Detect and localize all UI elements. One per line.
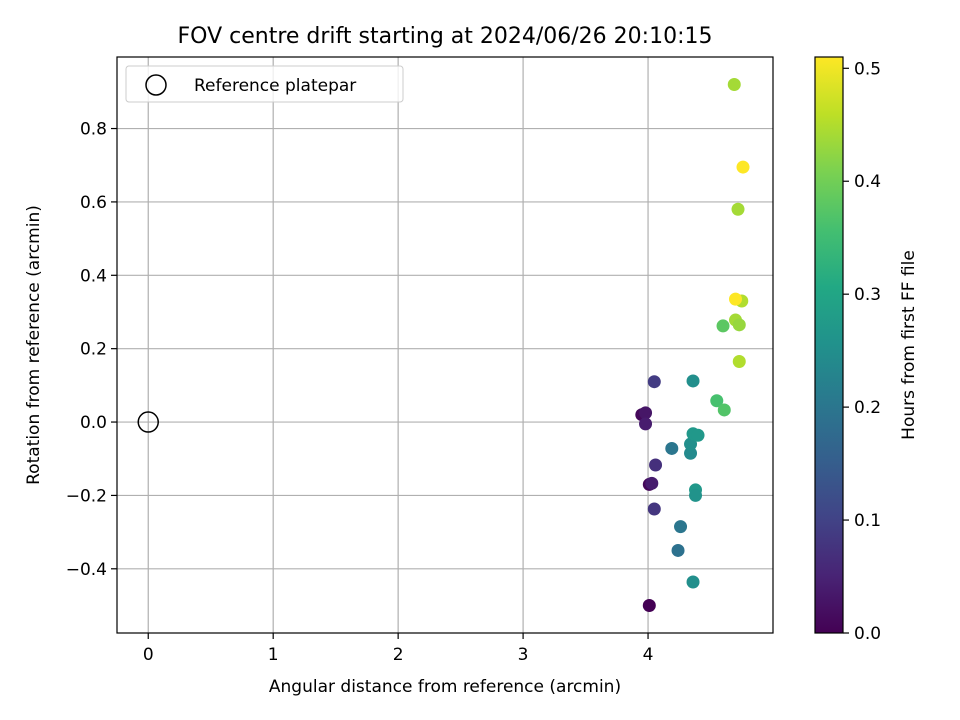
data-point — [686, 374, 700, 388]
plot-background — [117, 57, 773, 633]
x-tick-label: 3 — [518, 645, 529, 665]
y-tick-label: −0.4 — [66, 560, 107, 580]
colorbar-tick-label: 0.0 — [854, 624, 881, 644]
x-tick-label: 1 — [268, 645, 279, 665]
x-axis-label: Angular distance from reference (arcmin) — [269, 677, 621, 697]
colorbar-label: Hours from first FF file — [899, 250, 919, 440]
colorbar-tick-label: 0.5 — [854, 59, 881, 79]
plot-frame — [116, 56, 774, 634]
x-tick-label: 0 — [143, 645, 154, 665]
data-point — [642, 598, 656, 612]
data-point — [710, 394, 724, 408]
data-point — [649, 458, 663, 472]
data-point — [639, 417, 653, 431]
y-axis-label: Rotation from reference (arcmin) — [24, 205, 44, 485]
grid — [117, 57, 773, 633]
data-point — [691, 428, 705, 442]
data-point — [716, 319, 730, 333]
x-axis: 0 1 2 3 4 — [143, 633, 654, 665]
data-point — [729, 292, 743, 306]
legend: Reference platepar — [125, 65, 404, 103]
legend-label: Reference platepar — [194, 76, 356, 96]
colorbar-gradient — [814, 56, 844, 634]
legend-marker — [145, 74, 167, 96]
data-point — [647, 375, 661, 389]
data-point — [689, 488, 703, 502]
y-tick-label: 0.6 — [80, 193, 107, 213]
data-point — [736, 160, 750, 174]
x-tick-label: 2 — [393, 645, 404, 665]
data-point — [717, 403, 731, 417]
data-point — [645, 476, 659, 490]
data-point — [647, 502, 661, 516]
data-point — [732, 355, 746, 369]
data-point — [639, 406, 653, 420]
data-point — [684, 446, 698, 460]
y-tick-label: 0.8 — [80, 120, 107, 140]
data-point — [732, 318, 746, 332]
data-point — [686, 575, 700, 589]
x-tick-label: 4 — [643, 645, 654, 665]
colorbar: 0.0 0.1 0.2 0.3 0.4 0.5 Hours from first FF f… — [814, 56, 919, 644]
colorbar-tick-label: 0.4 — [854, 172, 881, 192]
data-point — [684, 437, 698, 451]
colorbar-tick-label: 0.1 — [854, 511, 881, 531]
data-point — [671, 543, 685, 557]
colorbar-tick-label: 0.3 — [854, 285, 881, 305]
reference-point — [137, 411, 159, 433]
data-point — [727, 78, 741, 92]
y-tick-label: 0.4 — [80, 266, 107, 286]
y-axis: −0.4 −0.2 0.0 0.2 0.4 0.6 0.8 — [66, 120, 117, 580]
y-tick-label: 0.0 — [80, 413, 107, 433]
colorbar-tick-label: 0.2 — [854, 398, 881, 418]
data-points — [635, 78, 750, 612]
data-point — [665, 441, 679, 455]
chart-title: FOV centre drift starting at 2024/06/26 … — [178, 24, 713, 49]
data-point — [731, 202, 745, 216]
data-point — [674, 520, 688, 534]
colorbar-ticks: 0.0 0.1 0.2 0.3 0.4 0.5 — [843, 59, 881, 644]
y-tick-label: 0.2 — [80, 340, 107, 360]
legend-box — [125, 65, 404, 103]
plot-area: 0 1 2 3 4 −0.4 −0.2 0.0 0.2 0.4 0.6 0.8 — [66, 56, 774, 665]
y-tick-label: −0.2 — [66, 486, 107, 506]
